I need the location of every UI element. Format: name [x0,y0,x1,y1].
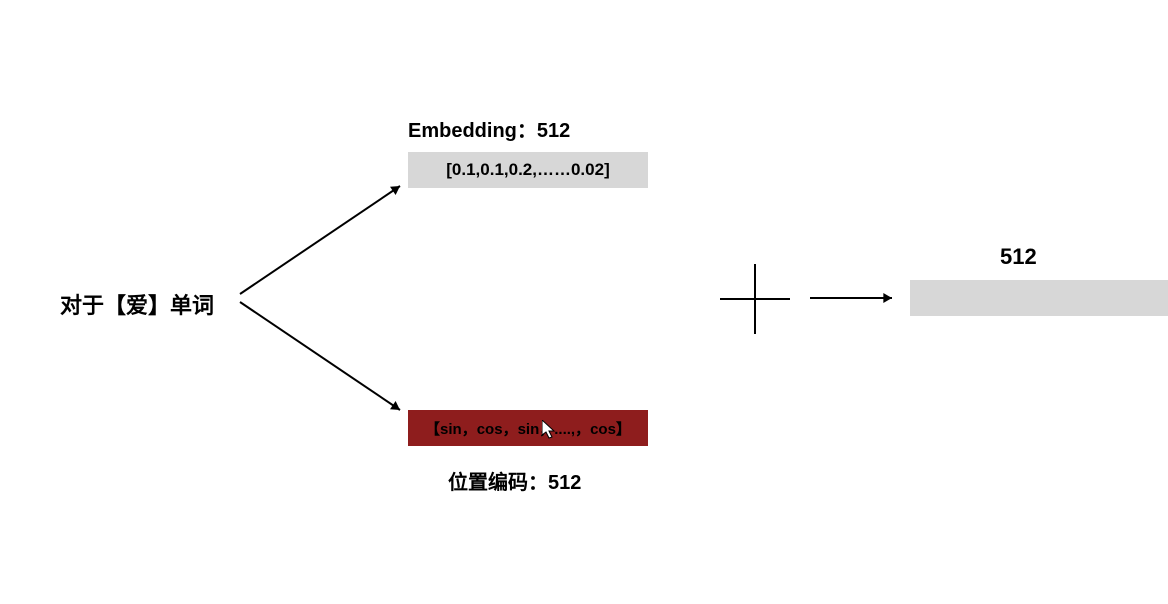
arrow-to-result [0,0,1168,604]
